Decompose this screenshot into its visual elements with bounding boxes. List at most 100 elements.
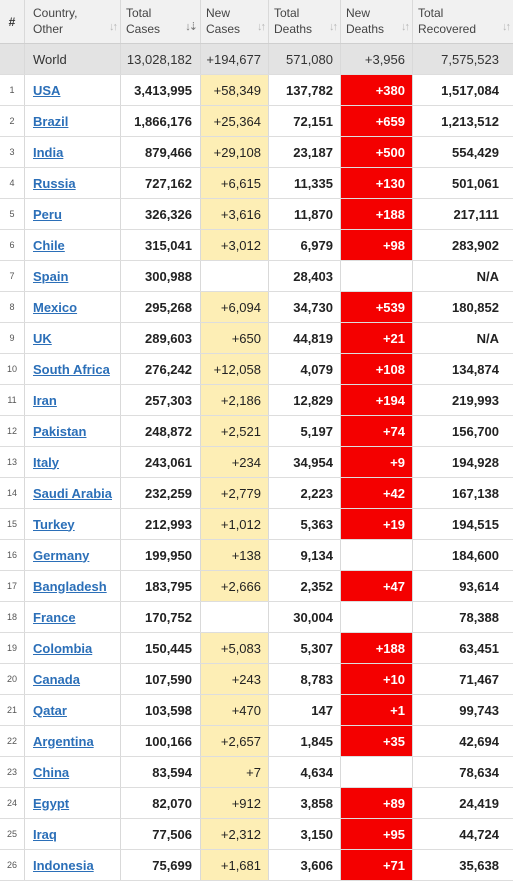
total-recovered-cell: N/A: [476, 268, 499, 284]
country-link[interactable]: Chile: [33, 237, 65, 253]
country-link[interactable]: Saudi Arabia: [33, 485, 112, 501]
country-link[interactable]: China: [33, 764, 70, 780]
new-deaths-cell: +35: [340, 726, 412, 756]
new-deaths-cell: +1: [340, 695, 412, 725]
rank-number: 17: [6, 581, 17, 591]
country-link[interactable]: Canada: [33, 671, 80, 687]
country-link[interactable]: Indonesia: [33, 857, 94, 873]
new-cases-cell: +1,681: [200, 850, 268, 880]
country-link[interactable]: Brazil: [33, 113, 69, 129]
country-link[interactable]: Russia: [33, 175, 76, 191]
total-cases-cell: 170,752: [145, 609, 192, 625]
new-cases-cell: +29,108: [200, 137, 268, 167]
header-country[interactable]: Country, Other ↓↑: [33, 6, 118, 36]
country-link[interactable]: Peru: [33, 206, 62, 222]
new-cases-cell: +470: [200, 695, 268, 725]
country-link[interactable]: Germany: [33, 547, 90, 563]
table-row: 10 South Africa 276,242 +12,058 4,079 +108 134…: [0, 354, 513, 385]
new-deaths-cell: +98: [340, 230, 412, 260]
country-cell: France: [24, 602, 120, 632]
country-link[interactable]: Colombia: [33, 640, 93, 656]
header-new-cases[interactable]: New Cases ↓↑: [206, 6, 266, 36]
total-cases-cell: 75,699: [152, 857, 192, 873]
total-recovered-cell: 93,614: [459, 578, 499, 594]
total-deaths-cell: 4,634: [300, 764, 333, 780]
country-link[interactable]: USA: [33, 82, 61, 98]
country-link[interactable]: Spain: [33, 268, 69, 284]
total-deaths-cell: 28,403: [293, 268, 333, 284]
table-body: 1 USA 3,413,995 +58,349 137,782 +380 1,517,084…: [0, 75, 513, 881]
country-link[interactable]: Iraq: [33, 826, 57, 842]
table-row: 19 Colombia 150,445 +5,083 5,307 +188 63,451: [0, 633, 513, 664]
new-cases-cell: +7: [200, 757, 268, 787]
total-cases-cell: 103,598: [145, 702, 192, 718]
header-new-deaths[interactable]: New Deaths ↓↑: [346, 6, 410, 36]
country-cell: Peru: [24, 199, 120, 229]
new-deaths-cell: +21: [340, 323, 412, 353]
total-deaths-cell: 5,363: [300, 516, 333, 532]
country-cell: China: [24, 757, 120, 787]
total-recovered-cell: 1,213,512: [441, 113, 499, 129]
header-rank[interactable]: #: [8, 14, 16, 29]
sort-desc-icon[interactable]: ↓⇣: [185, 21, 198, 33]
total-recovered-cell: 35,638: [459, 857, 499, 873]
new-deaths-cell: +500: [340, 137, 412, 167]
total-recovered-cell: 219,993: [452, 392, 499, 408]
country-link[interactable]: UK: [33, 330, 52, 346]
total-cases-cell: 326,326: [145, 206, 192, 222]
total-cases-cell: 276,242: [145, 361, 192, 377]
total-cases-cell: 295,268: [145, 299, 192, 315]
sort-icon[interactable]: ↓↑: [502, 21, 511, 33]
sort-icon[interactable]: ↓↑: [329, 21, 338, 33]
country-cell: Canada: [24, 664, 120, 694]
total-deaths-cell: 4,079: [300, 361, 333, 377]
total-cases-cell: 107,590: [145, 671, 192, 687]
country-cell: Chile: [24, 230, 120, 260]
table-row: 15 Turkey 212,993 +1,012 5,363 +19 194,515: [0, 509, 513, 540]
new-cases-cell: +138: [200, 540, 268, 570]
country-link[interactable]: Bangladesh: [33, 578, 107, 594]
country-cell: Argentina: [24, 726, 120, 756]
header-total-deaths[interactable]: Total Deaths ↓↑: [274, 6, 338, 36]
total-cases-cell: 300,988: [145, 268, 192, 284]
rank-number: 14: [6, 488, 17, 498]
total-recovered-cell: 501,061: [452, 175, 499, 191]
new-cases-cell: +12,058: [200, 354, 268, 384]
country-cell: USA: [24, 75, 120, 105]
sort-icon[interactable]: ↓↑: [109, 21, 118, 33]
total-cases-cell: 77,506: [152, 826, 192, 842]
total-recovered-cell: 194,515: [452, 516, 499, 532]
new-deaths-cell: +539: [340, 292, 412, 322]
total-deaths-cell: 11,870: [293, 206, 333, 222]
rank-number: 19: [6, 643, 17, 653]
country-link[interactable]: Turkey: [33, 516, 75, 532]
country-link[interactable]: South Africa: [33, 361, 110, 377]
new-deaths-cell: +71: [340, 850, 412, 880]
sort-icon[interactable]: ↓↑: [257, 21, 266, 33]
header-total-cases[interactable]: Total Cases ↓⇣: [126, 6, 198, 36]
country-cell: Qatar: [24, 695, 120, 725]
sort-icon[interactable]: ↓↑: [401, 21, 410, 33]
country-link[interactable]: Italy: [33, 454, 60, 470]
country-link[interactable]: France: [33, 609, 76, 625]
total-recovered-cell: 99,743: [459, 702, 499, 718]
country-link[interactable]: Iran: [33, 392, 57, 408]
table-header: # Country, Other ↓↑ Total Cases ↓⇣ New Case…: [0, 0, 513, 44]
country-link[interactable]: Mexico: [33, 299, 78, 315]
country-link[interactable]: India: [33, 144, 64, 160]
header-total-recovered[interactable]: Total Recovered ↓↑: [418, 6, 511, 36]
total-cases-cell: 150,445: [145, 640, 192, 656]
country-link[interactable]: Argentina: [33, 733, 94, 749]
total-deaths-cell: 9,134: [300, 547, 333, 563]
country-link[interactable]: Egypt: [33, 795, 70, 811]
new-deaths-cell: +380: [340, 75, 412, 105]
country-link[interactable]: Qatar: [33, 702, 67, 718]
table-row: 18 France 170,752 30,004 78,388: [0, 602, 513, 633]
country-link[interactable]: Pakistan: [33, 423, 87, 439]
new-cases-cell: +3,616: [200, 199, 268, 229]
rank-number: 5: [9, 209, 15, 219]
country-cell: Mexico: [24, 292, 120, 322]
table-row: 21 Qatar 103,598 +470 147 +1 99,743: [0, 695, 513, 726]
country-cell: Spain: [24, 261, 120, 291]
world-label: World: [33, 51, 67, 67]
